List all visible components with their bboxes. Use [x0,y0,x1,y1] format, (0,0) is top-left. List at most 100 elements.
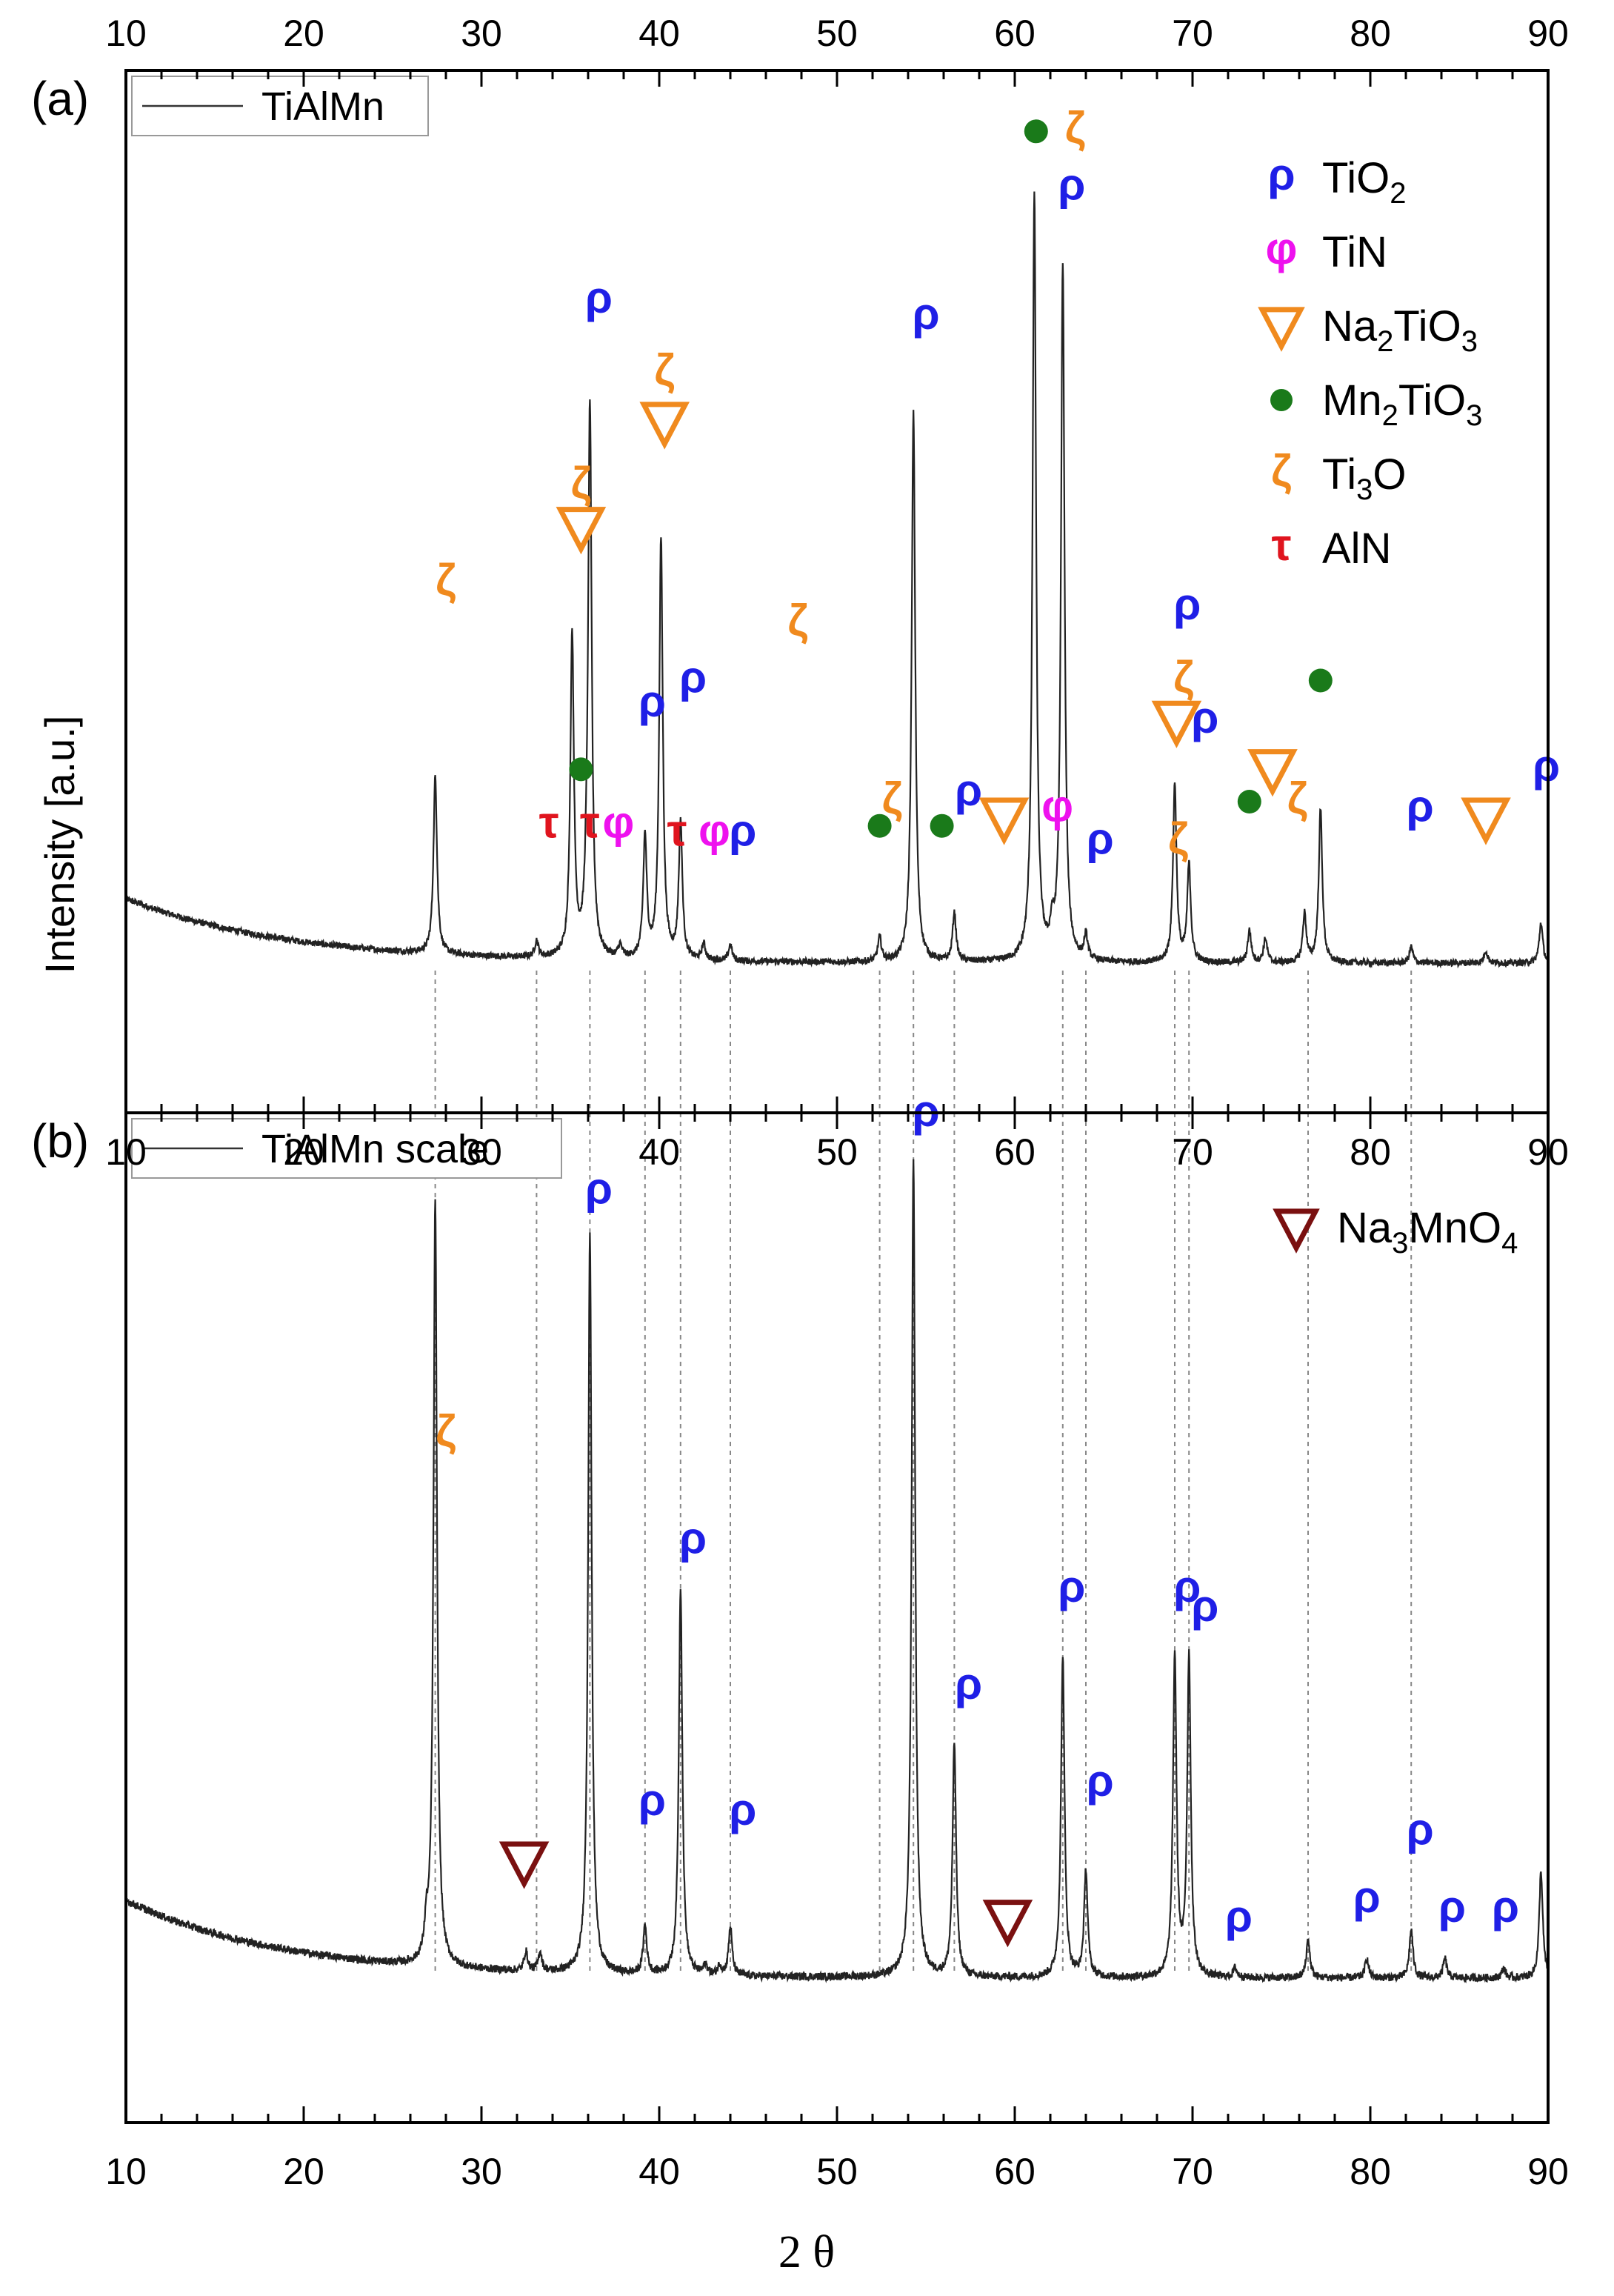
rho-marker: ρ [729,805,756,855]
legend-label-phi: TiN [1322,228,1387,276]
na3mno4-triangle-marker [498,1841,550,1889]
rho-marker: ρ [638,676,666,726]
rho-marker: ρ [1492,1882,1519,1931]
rho-marker: ρ [1173,1562,1201,1611]
x-tick-label-top: 60 [994,13,1036,54]
na3mno4-triangle-marker [982,1900,1033,1948]
mn2tio3-dot-marker [867,813,892,838]
y-axis-label: Intensity [a.u.] [36,716,83,974]
legend-label-rho: TiO2 [1322,154,1407,210]
tau-marker: τ [539,798,559,848]
legend-marker-tau: τ [1272,520,1292,570]
legend-marker-na2tio3 [1258,307,1305,352]
legend-label-mn2tio3: Mn2TiO3 [1322,376,1482,432]
mn2tio3-dot-marker [1308,668,1333,693]
x-tick-label-bottom: 70 [1172,2151,1213,2192]
rho-marker: ρ [1191,693,1218,742]
rho-marker: ρ [912,289,939,339]
rho-marker: ρ [638,1775,666,1825]
phi-marker: φ [602,798,634,848]
x-tick-label-top: 70 [1172,13,1213,54]
mn2tio3-dot-marker [569,757,593,782]
zeta-marker: ζ [1287,773,1308,823]
x-tick-label-bottom: 60 [994,2151,1036,2192]
x-tick-label-bottom: 80 [1350,2151,1391,2192]
rho-marker: ρ [1407,1804,1434,1854]
rho-marker: ρ [1407,782,1434,831]
zeta-marker: ζ [882,773,903,823]
na2tio3-triangle-marker [556,507,607,555]
rho-marker: ρ [955,1659,982,1708]
rho-marker: ρ [955,765,982,815]
zeta-marker: ζ [787,596,808,645]
phi-marker: φ [1041,782,1073,831]
legend-marker-na3mno4 [1273,1208,1320,1254]
x-tick-label-mid: 40 [638,1131,680,1173]
rho-marker: ρ [585,1164,613,1214]
x-tick-label-top: 40 [638,13,680,54]
rho-marker: ρ [1058,159,1085,209]
x-tick-label-mid: 90 [1527,1131,1569,1173]
zeta-marker: ζ [436,1406,456,1456]
zeta-marker: ζ [1173,652,1194,702]
x-tick-label-top: 80 [1350,13,1391,54]
x-tick-label-mid: 50 [816,1131,858,1173]
reference-lines [434,971,1413,1971]
x-tick-label-bottom: 20 [283,2151,324,2192]
rho-marker: ρ [1533,741,1560,791]
x-tick-label-bottom: 90 [1527,2151,1569,2192]
x-tick-label-mid: 70 [1172,1131,1213,1173]
panel-label-b: (b) [31,1114,89,1168]
phi-marker: φ [698,805,730,855]
na2tio3-triangle-marker [978,797,1030,845]
x-tick-label-bottom: 10 [105,2151,147,2192]
zeta-marker: ζ [654,345,675,395]
legend-marker-mn2tio3 [1270,389,1293,411]
legend-label-tau: AlN [1322,525,1391,573]
x-tick-label-top: 10 [105,13,147,54]
legend-marker-zeta: ζ [1271,446,1292,496]
rho-marker: ρ [1087,813,1114,863]
na2tio3-triangle-marker [1151,700,1202,748]
panel-label-a: (a) [31,72,89,125]
zeta-marker: ζ [436,556,456,605]
x-tick-label-top: 50 [816,13,858,54]
x-tick-label-top: 20 [283,13,324,54]
rho-marker: ρ [1353,1872,1381,1922]
legend-label-na3mno4: Na3MnO4 [1337,1204,1518,1260]
x-tick-label-bottom: 40 [638,2151,680,2192]
x-tick-label-mid: 10 [105,1131,147,1173]
mn2tio3-dot-marker [930,813,954,838]
rho-marker: ρ [1058,1562,1085,1611]
tau-marker: τ [667,805,687,855]
tau-marker: τ [580,798,600,848]
x-tick-label-mid: 20 [283,1131,324,1173]
legend-marker-rho: ρ [1267,150,1295,199]
legend-series-label-a: TiAlMn [261,84,384,129]
x-tick-label-bottom: 50 [816,2151,858,2192]
x-tick-label-mid: 80 [1350,1131,1391,1173]
x-tick-label-mid: 60 [994,1131,1036,1173]
diffraction-pattern-b [125,1159,1550,1984]
mn2tio3-dot-marker [1024,119,1048,144]
rho-marker: ρ [1087,1756,1114,1806]
x-axis-label: 2 θ [778,2227,835,2277]
legend-label-na2tio3: Na2TiO3 [1322,302,1478,358]
rho-marker: ρ [585,273,613,322]
rho-marker: ρ [679,652,707,702]
x-tick-label-top: 30 [461,13,502,54]
na2tio3-triangle-marker [1461,797,1511,845]
x-tick-label-mid: 30 [461,1131,502,1173]
rho-marker: ρ [729,1785,756,1834]
legend-marker-phi: φ [1266,224,1298,273]
zeta-marker: ζ [571,459,592,508]
na2tio3-triangle-marker [639,402,690,450]
legend-series-label-b: TiAlMn scale [261,1127,489,1171]
zeta-marker: ζ [1168,813,1189,863]
x-tick-label-bottom: 30 [461,2151,502,2192]
rho-marker: ρ [1191,1581,1218,1631]
na2tio3-triangle-marker [1247,749,1298,797]
rho-marker: ρ [679,1513,707,1563]
